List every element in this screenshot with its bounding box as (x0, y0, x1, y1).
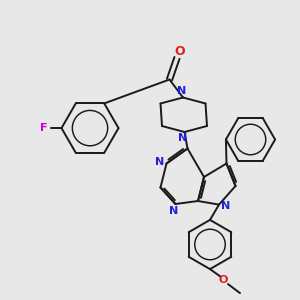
Text: O: O (219, 274, 228, 285)
Text: N: N (169, 206, 178, 216)
Text: F: F (40, 123, 48, 133)
Text: N: N (155, 157, 164, 167)
Text: N: N (177, 86, 186, 97)
Text: N: N (221, 201, 230, 211)
Text: O: O (174, 45, 185, 58)
Text: N: N (178, 133, 188, 143)
